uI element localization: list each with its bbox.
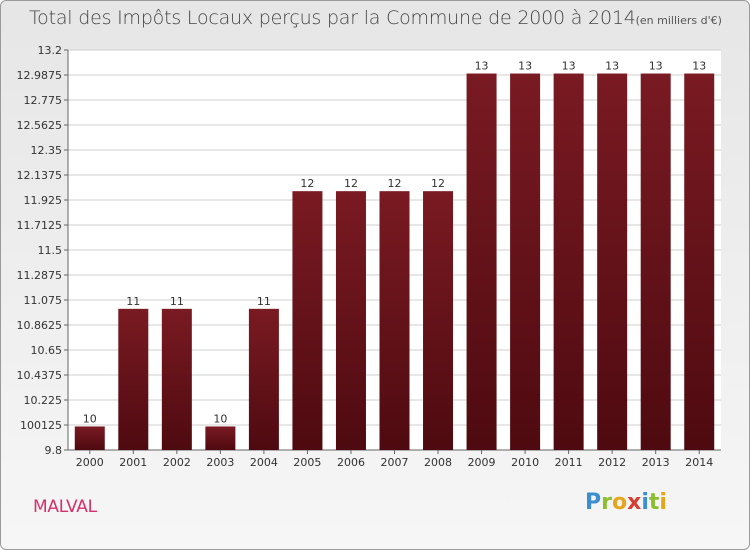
data-label: 11 [126, 295, 140, 308]
data-label: 13 [649, 60, 663, 73]
data-label: 13 [692, 60, 706, 73]
x-tick-label: 2014 [685, 456, 713, 469]
bar [466, 73, 497, 450]
y-tick-label: 10.8625 [17, 319, 63, 332]
bar [553, 73, 584, 450]
logo-letter: i [641, 490, 649, 515]
y-tick-label: 12.9875 [17, 69, 63, 82]
bar [74, 426, 105, 450]
y-tick-label: 11.7125 [17, 219, 63, 232]
chart-title-main: Total des Impôts Locaux perçus par la Co… [29, 7, 636, 29]
y-tick-label: 11.075 [24, 294, 63, 307]
data-label: 12 [388, 177, 402, 190]
logo-letter: o [611, 490, 628, 515]
bar [684, 73, 715, 450]
x-tick-label: 2000 [76, 456, 104, 469]
data-label: 10 [83, 412, 97, 425]
data-label: 12 [431, 177, 445, 190]
y-tick-label: 100125 [20, 419, 62, 432]
bar [423, 191, 454, 451]
x-tick-label: 2006 [337, 456, 365, 469]
data-label: 13 [518, 60, 532, 73]
logo-letter: P [585, 490, 602, 515]
x-tick-label: 2009 [468, 456, 496, 469]
proxiti-logo: Proxiti [585, 490, 667, 515]
x-tick-label: 2007 [381, 456, 409, 469]
bar [640, 73, 671, 450]
x-tick-label: 2001 [119, 456, 147, 469]
y-tick-label: 12.1375 [17, 169, 63, 182]
chart-title: Total des Impôts Locaux perçus par la Co… [29, 7, 722, 29]
bar [510, 73, 541, 450]
bar [292, 191, 323, 451]
bar [161, 308, 192, 450]
x-tick-label: 2010 [511, 456, 539, 469]
chart-title-unit: (en milliers d'€) [635, 14, 722, 27]
y-tick-label: 12.775 [24, 94, 63, 107]
y-tick-label: 10.65 [31, 344, 63, 357]
bar [118, 308, 149, 450]
y-tick-label: 12.5625 [17, 119, 63, 132]
commune-name: MALVAL [33, 497, 97, 517]
logo-letter: i [659, 490, 667, 515]
data-label: 11 [170, 295, 184, 308]
data-label: 13 [605, 60, 619, 73]
logo-letter: r [601, 490, 612, 515]
x-tick-label: 2002 [163, 456, 191, 469]
logo-letter: x [627, 490, 642, 515]
bar [205, 426, 236, 450]
data-label: 11 [257, 295, 271, 308]
x-tick-label: 2008 [424, 456, 452, 469]
x-tick-label: 2005 [293, 456, 321, 469]
x-tick-label: 2004 [250, 456, 278, 469]
y-tick-label: 12.35 [31, 144, 63, 157]
x-tick-label: 2012 [598, 456, 626, 469]
bar [248, 308, 279, 450]
x-tick-label: 2003 [206, 456, 234, 469]
data-label: 13 [562, 60, 576, 73]
bar [597, 73, 628, 450]
x-tick-label: 2013 [642, 456, 670, 469]
y-tick-label: 10.4375 [17, 369, 63, 382]
x-tick-label: 2011 [555, 456, 583, 469]
data-label: 10 [213, 412, 227, 425]
bar [335, 191, 366, 451]
data-label: 12 [344, 177, 358, 190]
y-tick-label: 11.2875 [17, 269, 63, 282]
y-tick-label: 11.925 [24, 194, 63, 207]
data-label: 13 [475, 60, 489, 73]
data-label: 12 [300, 177, 314, 190]
bar [379, 191, 410, 451]
y-tick-label: 11.5 [38, 244, 63, 257]
y-tick-label: 13.2 [38, 44, 63, 57]
logo-letter: t [648, 490, 660, 515]
y-tick-label: 9.8 [45, 444, 63, 457]
y-tick-label: 10.225 [24, 394, 63, 407]
